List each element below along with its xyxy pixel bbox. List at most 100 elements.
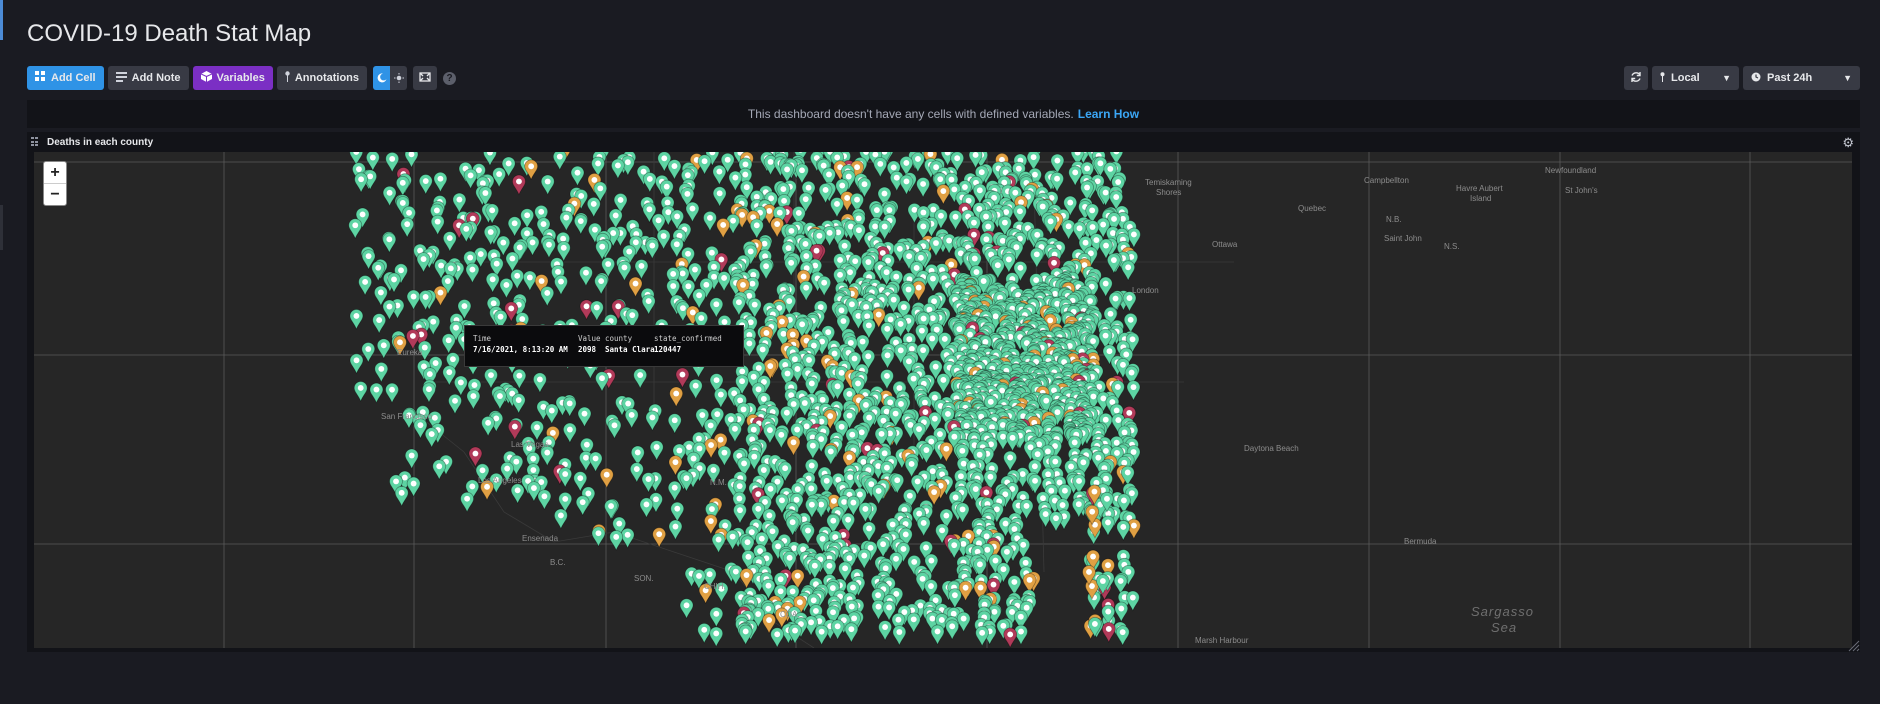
map-marker[interactable] — [499, 278, 514, 299]
map-marker[interactable] — [801, 523, 815, 545]
map-marker[interactable] — [774, 427, 789, 449]
map-marker[interactable] — [365, 152, 380, 172]
map-marker[interactable] — [609, 530, 624, 551]
map-marker[interactable] — [361, 342, 376, 363]
map-marker[interactable] — [554, 274, 568, 296]
map-marker[interactable] — [712, 186, 727, 208]
map-marker[interactable] — [798, 237, 813, 258]
map-marker[interactable] — [712, 164, 727, 186]
map-marker[interactable] — [394, 485, 409, 507]
map-marker[interactable] — [1043, 214, 1058, 236]
map-marker[interactable] — [628, 276, 643, 298]
map-marker[interactable] — [936, 373, 951, 394]
map-marker[interactable] — [504, 301, 519, 323]
map-marker[interactable] — [418, 290, 433, 311]
map-marker[interactable] — [460, 491, 474, 513]
map-marker[interactable] — [818, 183, 833, 204]
map-marker[interactable] — [1000, 544, 1014, 566]
map-marker[interactable] — [676, 301, 690, 323]
map-marker[interactable] — [416, 252, 431, 273]
map-marker[interactable] — [645, 238, 660, 260]
time-range-dropdown[interactable]: Past 24h ▼ — [1743, 66, 1860, 90]
map-marker[interactable] — [745, 276, 760, 298]
zoom-out-button[interactable]: − — [50, 185, 60, 203]
map-marker[interactable] — [869, 203, 884, 225]
map-marker[interactable] — [697, 622, 712, 644]
map-marker[interactable] — [681, 279, 696, 301]
map-marker[interactable] — [537, 489, 552, 511]
map-marker[interactable] — [1098, 276, 1113, 298]
map-marker[interactable] — [725, 529, 740, 551]
map-marker[interactable] — [382, 232, 397, 254]
map-marker[interactable] — [1103, 161, 1118, 183]
map-marker[interactable] — [588, 451, 603, 473]
map-marker[interactable] — [591, 526, 606, 548]
drag-handle-icon[interactable] — [31, 137, 41, 147]
map-marker[interactable] — [688, 378, 703, 400]
map-marker[interactable] — [608, 208, 623, 230]
map-marker[interactable] — [669, 386, 684, 408]
map-marker[interactable] — [376, 338, 391, 360]
map-marker[interactable] — [595, 239, 610, 261]
map-marker[interactable] — [463, 168, 478, 190]
map-marker[interactable] — [642, 202, 657, 224]
map-marker[interactable] — [1050, 153, 1065, 175]
map-marker[interactable] — [440, 274, 455, 295]
map-marker[interactable] — [591, 156, 605, 178]
gear-icon[interactable]: ⚙ — [1842, 135, 1854, 150]
map-marker[interactable] — [463, 250, 478, 272]
map-marker[interactable] — [406, 476, 421, 498]
map-marker[interactable] — [1115, 625, 1130, 647]
map-marker[interactable] — [873, 156, 888, 178]
map-marker[interactable] — [823, 444, 838, 466]
map-marker[interactable] — [484, 368, 498, 390]
map-marker[interactable] — [1013, 204, 1027, 226]
map-marker[interactable] — [805, 438, 820, 460]
map-marker[interactable] — [373, 285, 388, 307]
map-marker[interactable] — [926, 271, 940, 293]
map-marker[interactable] — [481, 415, 496, 437]
map-marker[interactable] — [353, 381, 368, 402]
map-marker[interactable] — [1123, 312, 1138, 334]
map-marker[interactable] — [607, 418, 622, 440]
map-marker[interactable] — [892, 625, 907, 646]
map-marker[interactable] — [424, 427, 439, 449]
map-marker[interactable] — [624, 408, 639, 429]
map-marker[interactable] — [936, 184, 951, 206]
map-marker[interactable] — [817, 275, 832, 297]
map-marker[interactable] — [522, 270, 537, 292]
map-marker[interactable] — [763, 423, 777, 445]
map-marker[interactable] — [967, 215, 981, 237]
map-marker[interactable] — [400, 217, 415, 239]
learn-how-link[interactable]: Learn How — [1077, 107, 1140, 121]
map-marker[interactable] — [540, 286, 555, 307]
map-marker[interactable] — [542, 237, 556, 259]
map-marker[interactable] — [770, 627, 785, 648]
map-marker[interactable] — [880, 369, 894, 390]
map-marker[interactable] — [558, 467, 573, 488]
map-marker[interactable] — [540, 174, 555, 196]
map-marker[interactable] — [406, 289, 421, 311]
map-marker[interactable] — [404, 448, 419, 470]
map-marker[interactable] — [579, 299, 594, 321]
map-marker[interactable] — [798, 192, 813, 214]
map-marker[interactable] — [633, 368, 648, 390]
map-marker[interactable] — [489, 256, 504, 278]
map-marker[interactable] — [901, 282, 916, 304]
map-marker[interactable] — [641, 294, 656, 316]
map-marker[interactable] — [483, 152, 497, 167]
map-marker[interactable] — [930, 624, 945, 646]
map-marker[interactable] — [709, 606, 724, 628]
map-marker[interactable] — [1107, 212, 1121, 233]
map-marker[interactable] — [430, 214, 445, 236]
map-marker[interactable] — [878, 620, 892, 642]
map-marker[interactable] — [501, 156, 516, 178]
map-marker[interactable] — [945, 619, 960, 641]
map-marker[interactable] — [534, 204, 549, 226]
map-marker[interactable] — [575, 495, 590, 517]
zoom-in-button[interactable]: + — [44, 162, 66, 184]
map-marker[interactable] — [692, 288, 707, 310]
map-marker[interactable] — [593, 181, 608, 203]
map-marker[interactable] — [791, 206, 806, 227]
add-cell-button[interactable]: Add Cell — [27, 66, 104, 90]
